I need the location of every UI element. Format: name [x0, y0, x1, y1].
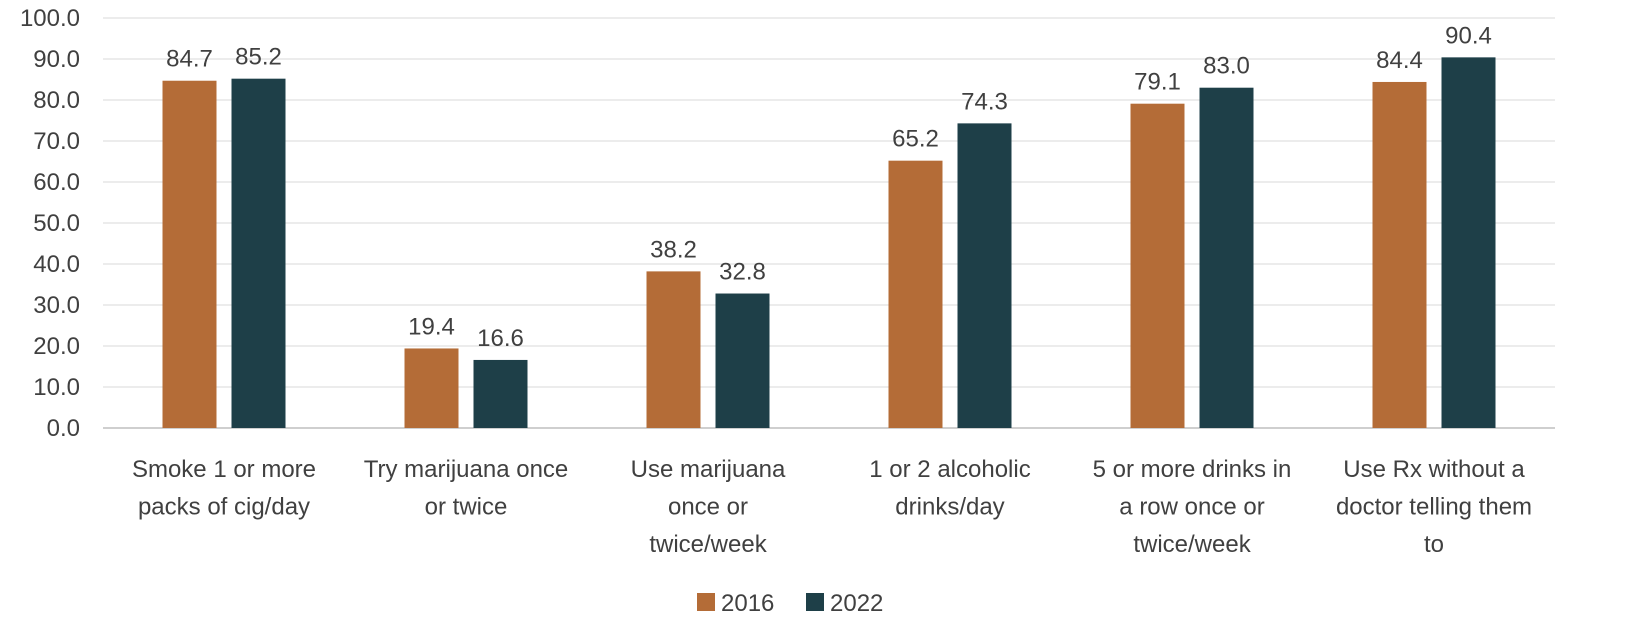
bar-2016 [1130, 103, 1185, 428]
data-label-2022: 90.4 [1445, 22, 1492, 49]
x-category-label: once or [668, 494, 748, 521]
legend-label-2022: 2022 [830, 590, 883, 617]
bar-2016 [404, 348, 459, 428]
bar-2016 [1372, 81, 1427, 429]
legend-swatch-2022 [806, 593, 824, 611]
data-label-2016: 38.2 [650, 236, 697, 263]
y-tick-label: 100.0 [20, 5, 80, 32]
data-label-2022: 74.3 [961, 88, 1008, 115]
y-tick-label: 60.0 [33, 169, 80, 196]
gridlines [103, 17, 1555, 429]
bar-2022 [715, 293, 770, 428]
x-category-label: a row once or [1119, 494, 1264, 521]
data-label-2022: 32.8 [719, 259, 766, 286]
x-category-label: 1 or 2 alcoholic [869, 456, 1030, 483]
bar-2022 [1199, 87, 1254, 428]
y-tick-label: 80.0 [33, 87, 80, 114]
bar-2022 [231, 78, 286, 429]
bar-2016 [888, 160, 943, 428]
x-category-label: Use Rx without a [1343, 456, 1525, 483]
x-axis: Smoke 1 or more packs of cig/day Try marij… [132, 456, 1532, 558]
x-category-label: to [1424, 531, 1444, 558]
x-category-label: twice/week [1133, 531, 1251, 558]
x-category-label: twice/week [649, 531, 767, 558]
data-label-2016: 79.1 [1134, 69, 1181, 96]
y-tick-label: 0.0 [47, 415, 80, 442]
x-category-label: Smoke 1 or more [132, 456, 316, 483]
bar-2016 [646, 271, 701, 428]
y-axis: 0.0 10.0 20.0 30.0 40.0 50.0 60.0 70.0 80.0 90.0 1… [20, 5, 80, 442]
x-category-label: 5 or more drinks in [1093, 456, 1292, 483]
y-tick-label: 90.0 [33, 46, 80, 73]
x-category-label: Try marijuana once [364, 456, 569, 483]
x-category-label: packs of cig/day [138, 494, 310, 521]
data-label-2016: 84.7 [166, 46, 213, 73]
y-tick-label: 70.0 [33, 128, 80, 155]
y-tick-label: 50.0 [33, 210, 80, 237]
legend-label-2016: 2016 [721, 590, 774, 617]
data-labels: 84.7 85.2 19.4 16.6 38.2 32.8 65.2 74.3 79.1 83.0… [166, 22, 1492, 352]
bar-2016 [162, 80, 217, 428]
y-tick-label: 20.0 [33, 333, 80, 360]
x-category-label: Use marijuana [631, 456, 786, 483]
data-label-2022: 16.6 [477, 325, 524, 352]
bar-2022 [957, 123, 1012, 429]
bars [162, 57, 1496, 429]
data-label-2022: 83.0 [1203, 53, 1250, 80]
data-label-2022: 85.2 [235, 44, 282, 71]
x-category-label: drinks/day [895, 494, 1004, 521]
legend-swatch-2016 [697, 593, 715, 611]
x-category-label: or twice [425, 494, 508, 521]
y-tick-label: 30.0 [33, 292, 80, 319]
data-label-2016: 19.4 [408, 313, 455, 340]
data-label-2016: 65.2 [892, 126, 939, 153]
bar-2022 [473, 359, 528, 428]
data-label-2016: 84.4 [1376, 47, 1423, 74]
y-tick-label: 40.0 [33, 251, 80, 278]
legend: 2016 2022 [697, 590, 883, 617]
bar-2022 [1441, 57, 1496, 429]
y-tick-label: 10.0 [33, 374, 80, 401]
x-category-label: doctor telling them [1336, 494, 1532, 521]
